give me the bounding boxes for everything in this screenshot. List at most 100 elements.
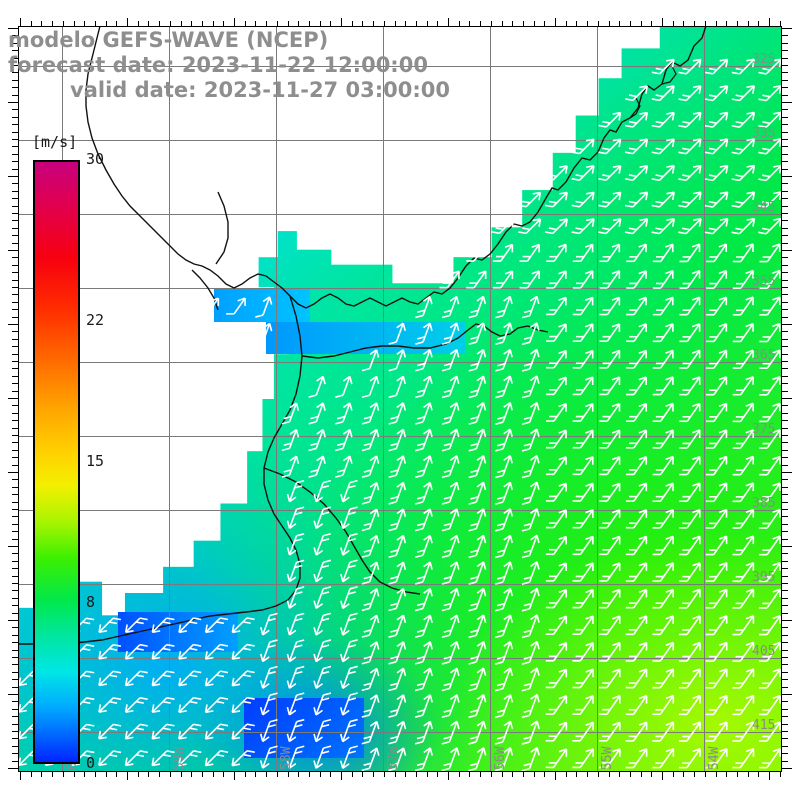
wind-barb xyxy=(151,697,175,713)
axis-ticks-top xyxy=(18,18,782,26)
axis-tick xyxy=(12,361,18,362)
wind-barb xyxy=(572,695,594,715)
map-plot-area[interactable] xyxy=(18,26,782,772)
wind-barb xyxy=(495,375,513,399)
wind-barb xyxy=(415,375,433,399)
axis-tick xyxy=(640,772,642,777)
colorbar-gradient[interactable] xyxy=(33,160,80,764)
wind-barb xyxy=(679,349,701,369)
wind-barb xyxy=(679,668,701,689)
wind-barb xyxy=(679,641,701,662)
axis-tick xyxy=(12,153,18,155)
wind-barb xyxy=(151,617,175,634)
wind-barb xyxy=(226,323,246,342)
wind-barb xyxy=(704,191,729,208)
wind-barb xyxy=(415,402,433,425)
wind-barb xyxy=(652,349,674,369)
wind-barb xyxy=(758,217,782,235)
wind-barb xyxy=(441,587,460,612)
wind-barb xyxy=(599,641,621,662)
axis-label-right: 415 xyxy=(752,718,776,733)
wind-barb xyxy=(651,111,675,128)
wind-barb xyxy=(679,535,701,556)
wind-barb xyxy=(492,243,514,262)
axis-tick xyxy=(12,649,18,651)
wind-barb xyxy=(441,402,460,425)
axis-tick xyxy=(576,21,578,26)
axis-tick xyxy=(782,116,788,118)
wind-barb xyxy=(652,694,675,716)
wind-barb xyxy=(204,723,229,740)
axis-tick xyxy=(8,398,18,399)
axis-ticks-bottom xyxy=(18,772,782,782)
wind-barb xyxy=(651,164,675,182)
wind-barb xyxy=(572,721,594,742)
axis-tick xyxy=(782,531,788,533)
wind-barb xyxy=(572,588,594,609)
axis-tick xyxy=(782,161,788,163)
axis-tick xyxy=(490,772,492,777)
gridline-horizontal xyxy=(18,584,782,585)
axis-tick xyxy=(415,21,417,26)
axis-tick xyxy=(12,42,18,44)
wind-barb xyxy=(521,375,540,399)
axis-tick xyxy=(782,353,788,355)
wind-barb xyxy=(468,508,487,532)
wind-barb xyxy=(468,614,487,639)
wind-barb xyxy=(468,667,487,692)
axis-label-right: 345 xyxy=(752,200,776,215)
wind-barb xyxy=(260,612,278,636)
axis-tick xyxy=(437,21,439,26)
axis-tick xyxy=(782,405,788,407)
wind-barb xyxy=(492,270,514,289)
wind-barb xyxy=(599,376,621,396)
wind-barb xyxy=(308,428,326,452)
wind-barb xyxy=(388,641,407,665)
axis-tick xyxy=(255,21,257,26)
axis-tick xyxy=(782,242,788,244)
axis-tick xyxy=(512,772,514,777)
wind-barb xyxy=(759,376,781,396)
ocean-patch-south-low xyxy=(244,698,364,758)
wind-barb xyxy=(468,720,487,745)
axis-label-right: 375 xyxy=(752,422,776,437)
wind-barb xyxy=(704,138,729,155)
axis-tick xyxy=(782,716,788,718)
axis-tick xyxy=(169,21,171,26)
axis-tick xyxy=(782,420,788,422)
wind-barb xyxy=(468,587,487,612)
wind-barb xyxy=(679,482,701,503)
wind-barb xyxy=(572,509,594,529)
axis-tick xyxy=(782,679,788,681)
wind-barb xyxy=(313,586,332,609)
axis-label-right: 355 xyxy=(752,274,776,289)
axis-tick xyxy=(84,21,86,26)
wind-barb xyxy=(124,750,148,767)
wind-barb xyxy=(625,562,648,582)
wind-barb xyxy=(518,191,542,208)
axis-tick xyxy=(180,772,182,777)
axis-tick xyxy=(12,745,18,747)
wind-barb xyxy=(308,455,326,478)
axis-tick xyxy=(779,21,781,26)
wind-barb xyxy=(679,402,701,423)
wind-barb xyxy=(626,323,647,343)
axis-tick xyxy=(672,772,674,777)
wind-barb xyxy=(521,693,540,719)
axis-tick xyxy=(351,21,353,26)
wind-barb xyxy=(705,748,728,769)
axis-tick xyxy=(782,560,788,562)
wind-barb xyxy=(599,535,621,556)
axis-tick xyxy=(20,772,21,780)
wind-barb xyxy=(415,295,433,319)
wind-barb xyxy=(599,402,621,422)
wind-barb xyxy=(705,455,728,476)
axis-tick xyxy=(12,338,18,340)
wind-barb xyxy=(313,639,332,663)
wind-barb xyxy=(651,218,675,235)
wind-barb xyxy=(572,615,594,636)
wind-barb xyxy=(124,697,148,713)
colorbar-tick-label: 0 xyxy=(86,754,96,772)
wind-barb xyxy=(468,534,487,559)
wind-barb xyxy=(361,694,380,718)
